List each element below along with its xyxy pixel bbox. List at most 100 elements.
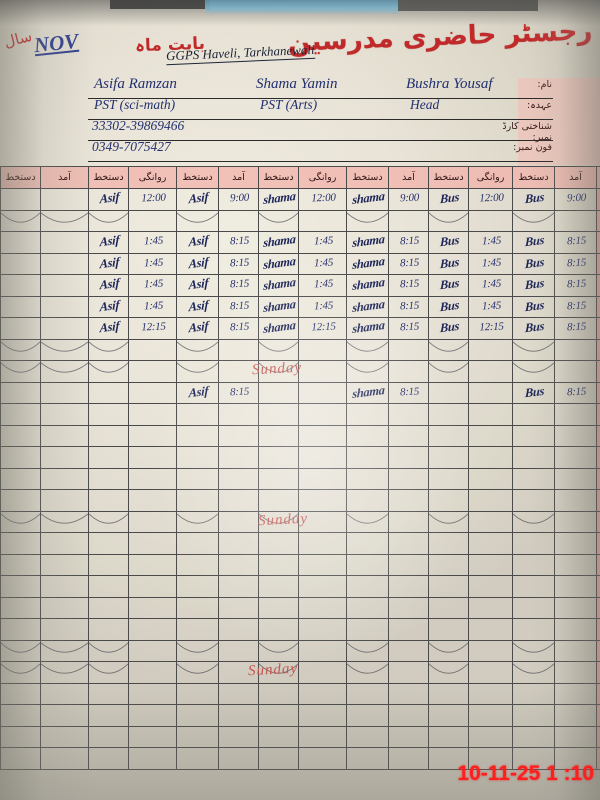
r16-p4-sig-out[interactable] — [0, 510, 41, 533]
r25-p3-sig-in[interactable] — [512, 704, 555, 727]
r15-p3-departure[interactable] — [468, 489, 513, 512]
r9-p4-sig-out[interactable] — [0, 360, 41, 383]
r1-p3-sig-out[interactable]: Bus — [428, 188, 469, 211]
r10-p2-sig-out[interactable] — [258, 381, 299, 404]
r26-p1-sig-in[interactable] — [176, 725, 219, 748]
r16-p1-sig-out[interactable] — [88, 510, 129, 533]
r17-p1-departure[interactable] — [128, 532, 177, 555]
r7-p2-sig-out[interactable]: shama — [258, 317, 299, 340]
r25-p2-departure[interactable] — [298, 704, 347, 727]
r15-p2-arrival[interactable] — [388, 489, 429, 512]
r12-p2-departure[interactable] — [298, 424, 347, 447]
r24-p1-sig-out[interactable] — [88, 682, 129, 705]
r23-p2-departure[interactable] — [298, 661, 347, 684]
r18-p3-arrival[interactable] — [554, 553, 597, 576]
r17-p2-departure[interactable] — [298, 532, 347, 555]
r25-p1-arrival[interactable] — [218, 704, 259, 727]
r18-p3-sig-out[interactable] — [428, 553, 469, 576]
r20-p4-sig-out[interactable] — [0, 596, 41, 619]
r6-p4-sig-out[interactable] — [0, 295, 41, 318]
r4-p1-arrival[interactable]: 8:15 — [218, 252, 259, 275]
r24-p3-sig-out[interactable] — [428, 682, 469, 705]
r24-p4-arrival[interactable] — [40, 682, 89, 705]
r20-p3-arrival[interactable] — [554, 596, 597, 619]
r3-p1-arrival[interactable]: 8:15 — [218, 231, 259, 254]
r4-p3-arrival[interactable]: 8:15 — [554, 252, 597, 275]
r26-p1-departure[interactable] — [128, 725, 177, 748]
r15-p1-sig-in[interactable] — [176, 489, 219, 512]
r11-p2-sig-out[interactable] — [258, 403, 299, 426]
r13-p3-departure[interactable] — [468, 446, 513, 469]
r5-p4-arrival[interactable] — [40, 274, 89, 297]
r21-p3-departure[interactable] — [468, 618, 513, 641]
r23-p2-sig-in[interactable] — [346, 661, 389, 684]
r23-p3-arrival[interactable] — [554, 661, 597, 684]
r2-p4-arrival[interactable] — [40, 209, 89, 232]
r11-p1-sig-out[interactable] — [88, 403, 129, 426]
r22-p3-sig-in[interactable] — [512, 639, 555, 662]
r21-p2-sig-in[interactable] — [346, 618, 389, 641]
r12-p4-arrival[interactable] — [40, 424, 89, 447]
r27-p4-arrival[interactable] — [40, 747, 89, 770]
r24-p1-arrival[interactable] — [218, 682, 259, 705]
r11-p3-arrival[interactable] — [554, 403, 597, 426]
r25-p1-departure[interactable] — [128, 704, 177, 727]
r18-p2-sig-out[interactable] — [258, 553, 299, 576]
r26-p4-sig-out[interactable] — [0, 725, 41, 748]
r7-p3-arrival[interactable]: 8:15 — [554, 317, 597, 340]
r20-p1-sig-in[interactable] — [176, 596, 219, 619]
r19-p2-arrival[interactable] — [388, 575, 429, 598]
r3-p1-sig-out[interactable]: Asif — [88, 231, 129, 254]
r14-p2-sig-out[interactable] — [258, 467, 299, 490]
r1-p2-departure[interactable]: 12:00 — [298, 188, 347, 211]
r11-p1-sig-in[interactable] — [176, 403, 219, 426]
r19-p4-arrival[interactable] — [40, 575, 89, 598]
r13-p3-arrival[interactable] — [554, 446, 597, 469]
r12-p1-arrival[interactable] — [218, 424, 259, 447]
r7-p2-departure[interactable]: 12:15 — [298, 317, 347, 340]
r16-p2-sig-in[interactable] — [346, 510, 389, 533]
r13-p3-sig-in[interactable] — [512, 446, 555, 469]
r16-p2-arrival[interactable] — [388, 510, 429, 533]
r11-p4-sig-out[interactable] — [0, 403, 41, 426]
r10-p3-sig-in[interactable]: Bus — [512, 381, 555, 404]
r13-p4-sig-out[interactable] — [0, 446, 41, 469]
r6-p3-arrival[interactable]: 8:15 — [554, 295, 597, 318]
r1-p4-sig-out[interactable] — [0, 188, 41, 211]
r14-p3-departure[interactable] — [468, 467, 513, 490]
r10-p1-departure[interactable] — [128, 381, 177, 404]
r25-p1-sig-out[interactable] — [88, 704, 129, 727]
r13-p1-departure[interactable] — [128, 446, 177, 469]
r15-p4-arrival[interactable] — [40, 489, 89, 512]
r12-p2-sig-out[interactable] — [258, 424, 299, 447]
r8-p2-departure[interactable] — [298, 338, 347, 361]
r8-p3-sig-in[interactable] — [512, 338, 555, 361]
r10-p1-arrival[interactable]: 8:15 — [218, 381, 259, 404]
r18-p2-arrival[interactable] — [388, 553, 429, 576]
r8-p2-sig-in[interactable] — [346, 338, 389, 361]
r1-p1-departure[interactable]: 12:00 — [128, 188, 177, 211]
r15-p3-arrival[interactable] — [554, 489, 597, 512]
r10-p1-sig-in[interactable]: Asif — [176, 381, 219, 404]
r12-p3-sig-out[interactable] — [428, 424, 469, 447]
r22-p1-sig-out[interactable] — [88, 639, 129, 662]
r16-p3-sig-in[interactable] — [512, 510, 555, 533]
r27-p3-arrival[interactable] — [554, 747, 597, 770]
r23-p4-sig-out[interactable] — [0, 661, 41, 684]
r13-p4-arrival[interactable] — [40, 446, 89, 469]
r22-p3-departure[interactable] — [468, 639, 513, 662]
r16-p1-sig-in[interactable] — [176, 510, 219, 533]
r22-p4-sig-out[interactable] — [0, 639, 41, 662]
r8-p1-sig-in[interactable] — [176, 338, 219, 361]
r16-p4-arrival[interactable] — [40, 510, 89, 533]
r5-p1-arrival[interactable]: 8:15 — [218, 274, 259, 297]
r7-p2-arrival[interactable]: 8:15 — [388, 317, 429, 340]
r16-p1-arrival[interactable] — [218, 510, 259, 533]
r10-p3-arrival[interactable]: 8:15 — [554, 381, 597, 404]
r14-p4-arrival[interactable] — [40, 467, 89, 490]
r14-p1-arrival[interactable] — [218, 467, 259, 490]
r4-p2-departure[interactable]: 1:45 — [298, 252, 347, 275]
r18-p1-sig-out[interactable] — [88, 553, 129, 576]
r24-p4-sig-out[interactable] — [0, 682, 41, 705]
r10-p2-arrival[interactable]: 8:15 — [388, 381, 429, 404]
